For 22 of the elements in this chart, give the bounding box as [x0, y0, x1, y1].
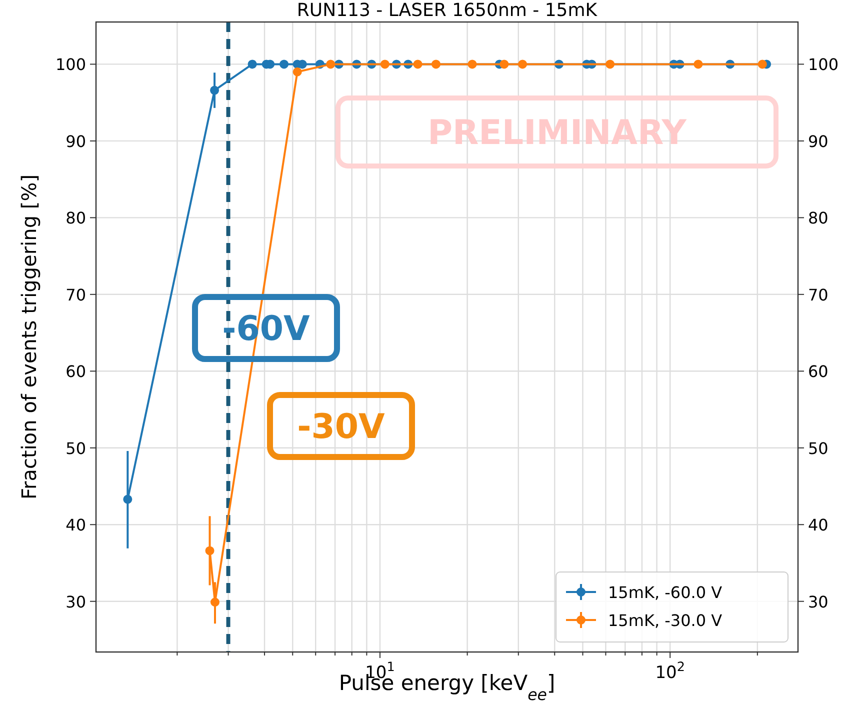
- y-tick-label: 90: [66, 132, 86, 151]
- y2-tick-label: 100: [808, 55, 839, 74]
- y2-tick-label: 40: [808, 516, 828, 535]
- y2-tick-label: 90: [808, 132, 828, 151]
- x-tick-label: 10$^{2}$: [655, 660, 685, 683]
- y2-tick-label: 80: [808, 208, 828, 228]
- legend-label: 15mK, -60.0 V: [608, 583, 722, 602]
- y-axis-title: Fraction of events triggering [%]: [17, 174, 41, 500]
- y-tick-label: 50: [66, 438, 86, 458]
- y-tick-label: 100: [55, 55, 86, 74]
- y-tick-label: 60: [66, 362, 86, 382]
- y-tick-label: 30: [66, 592, 86, 612]
- y-tick-label: 70: [66, 285, 86, 304]
- y-tick-label: 80: [66, 208, 86, 228]
- y2-tick-label: 60: [808, 362, 828, 382]
- legend-label: 15mK, -30.0 V: [608, 611, 722, 630]
- chart-title: RUN113 - LASER 1650nm - 15mK: [296, 0, 598, 21]
- y2-tick-label: 70: [808, 285, 828, 304]
- y2-tick-label: 30: [808, 592, 828, 612]
- annotation: -30V: [297, 407, 386, 448]
- y-tick-label: 40: [66, 516, 86, 535]
- y2-tick-label: 50: [808, 438, 828, 458]
